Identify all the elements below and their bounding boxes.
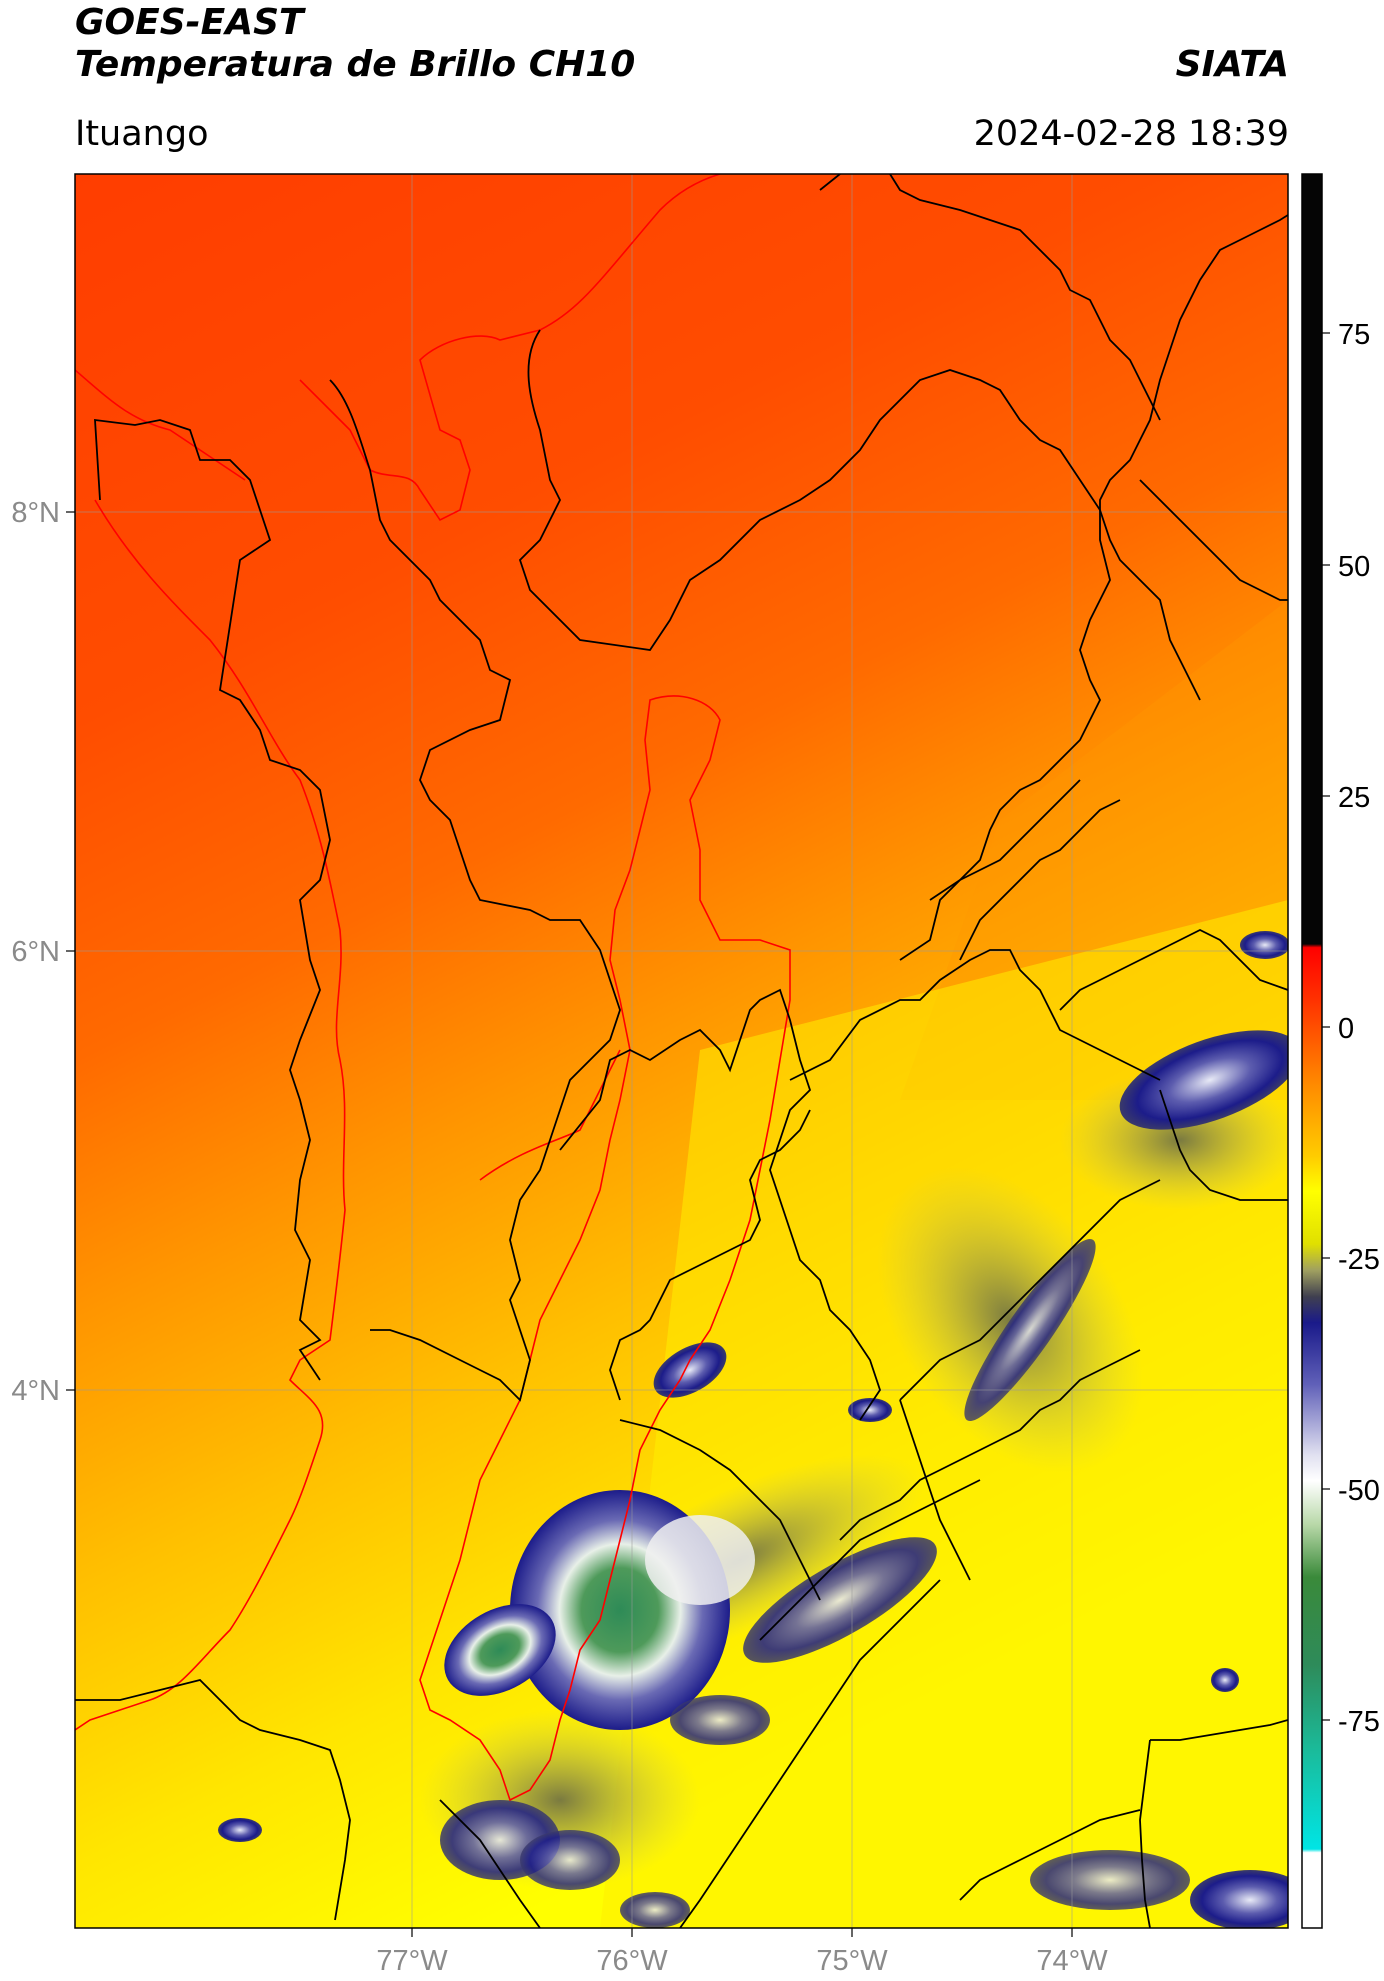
colorbar-tick-label: -50 bbox=[1338, 1475, 1380, 1507]
colorbar-tick-label: 25 bbox=[1338, 782, 1370, 814]
gridlines bbox=[75, 174, 1288, 1928]
longitude-axis: 77°W 76°W 75°W 74°W bbox=[376, 1945, 1108, 1977]
lat-tick-label: 4°N bbox=[11, 1375, 60, 1407]
datetime-label: 2024-02-28 18:39 bbox=[973, 114, 1289, 154]
map-frame bbox=[74, 173, 1289, 1929]
colorbar-tick-label: -75 bbox=[1338, 1706, 1380, 1738]
product-title: Temperatura de Brillo CH10 bbox=[75, 44, 636, 85]
region-label: Ituango bbox=[75, 114, 209, 154]
colorbar-tick-label: 75 bbox=[1338, 319, 1370, 351]
lon-tick-label: 74°W bbox=[1036, 1945, 1108, 1977]
lat-tick-label: 8°N bbox=[11, 497, 60, 529]
lat-ticks bbox=[66, 511, 75, 1391]
satellite-title: GOES-EAST bbox=[75, 2, 304, 43]
colorbar-tick-label: 50 bbox=[1338, 551, 1370, 583]
lat-tick-label: 6°N bbox=[11, 936, 60, 968]
colorbar-scale bbox=[1301, 173, 1323, 1929]
lon-tick-label: 77°W bbox=[376, 1945, 448, 1977]
colorbar-tick-label: -25 bbox=[1338, 1244, 1380, 1276]
colorbar: 75 50 25 0 -25 -50 -75 bbox=[1301, 173, 1380, 1929]
lon-tick-label: 76°W bbox=[596, 1945, 668, 1977]
latitude-axis: 8°N 6°N 4°N bbox=[11, 497, 60, 1407]
colorbar-tick-label: 0 bbox=[1338, 1013, 1354, 1045]
brightness-temperature-field bbox=[75, 174, 1288, 1928]
brand-label: SIATA bbox=[1175, 44, 1289, 85]
lon-ticks bbox=[411, 1928, 1073, 1937]
lon-tick-label: 75°W bbox=[816, 1945, 888, 1977]
political-borders bbox=[75, 174, 1288, 1928]
basin-outline bbox=[75, 174, 791, 1802]
